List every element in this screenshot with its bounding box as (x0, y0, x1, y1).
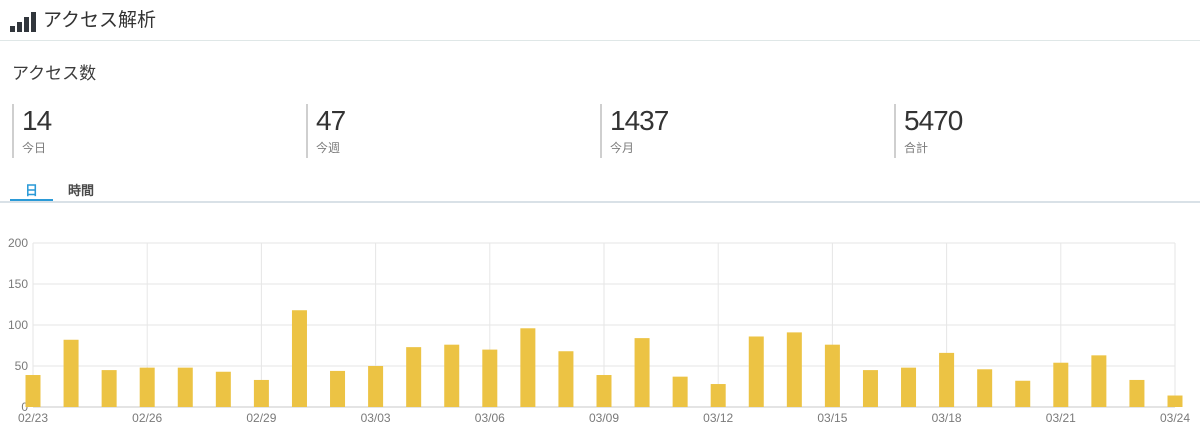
chart-bar[interactable] (748, 336, 764, 407)
stat-card: 1437 今月 (600, 104, 894, 158)
x-axis-label: 03/24 (1160, 411, 1190, 425)
tab-hour[interactable]: 時間 (68, 183, 95, 198)
tab-divider (0, 201, 1200, 203)
stats-row: 14 今日 47 今週 1437 今月 5470 合計 (12, 104, 1188, 158)
chart-bar[interactable] (406, 347, 422, 407)
stat-value: 1437 (610, 105, 669, 136)
x-axis-label: 02/29 (246, 411, 276, 425)
chart-bar[interactable] (824, 344, 840, 407)
stat-value: 14 (22, 105, 52, 136)
chart-bar[interactable] (368, 366, 384, 407)
chart-bar[interactable] (786, 332, 802, 407)
bar-chart-icon (10, 12, 36, 32)
y-axis-label: 150 (8, 277, 28, 291)
x-axis-label: 03/06 (475, 411, 505, 425)
x-axis-label: 03/15 (817, 411, 847, 425)
chart-bar[interactable] (291, 310, 307, 407)
chart-bar[interactable] (672, 376, 688, 407)
x-axis-label: 03/18 (932, 411, 962, 425)
chart-bar[interactable] (710, 384, 726, 407)
chart-bar[interactable] (482, 349, 498, 407)
stat-card: 5470 合計 (894, 104, 1188, 158)
x-axis-label: 03/09 (589, 411, 619, 425)
chart-bar[interactable] (939, 352, 955, 407)
y-axis-label: 50 (15, 359, 29, 373)
x-axis-label: 03/12 (703, 411, 733, 425)
chart-bar[interactable] (901, 367, 917, 407)
chart-bar[interactable] (1129, 379, 1145, 407)
chart-bar[interactable] (215, 371, 231, 407)
chart-bar[interactable] (1053, 362, 1069, 407)
chart-bar[interactable] (596, 375, 612, 407)
chart-bar[interactable] (63, 339, 79, 407)
chart-bar[interactable] (862, 370, 878, 407)
chart-bar[interactable] (177, 367, 193, 407)
tab-day[interactable]: 日 (10, 177, 54, 202)
access-chart: 0 50 100 150 200 02/23 02/26 02/29 03/03 03/06 03/… (0, 230, 1200, 437)
bar-chart-plot: 0 50 100 150 200 02/23 02/26 02/29 03/03 03/06 03/… (8, 236, 1190, 425)
chart-bar[interactable] (977, 369, 993, 407)
chart-bar[interactable] (139, 367, 155, 407)
chart-bar[interactable] (1015, 380, 1031, 407)
page-title: アクセス解析 (43, 10, 157, 31)
stat-label: 合計 (904, 141, 929, 155)
stat-label: 今月 (610, 141, 635, 155)
chart-bar[interactable] (634, 338, 650, 407)
chart-bar[interactable] (101, 370, 117, 407)
stat-card: 14 今日 (12, 104, 306, 158)
stat-card: 47 今週 (306, 104, 600, 158)
chart-bar[interactable] (25, 375, 41, 407)
stat-label: 今日 (22, 141, 47, 155)
chart-bar[interactable] (330, 370, 346, 407)
chart-bar[interactable] (520, 328, 536, 407)
chart-bar[interactable] (558, 351, 574, 407)
y-axis-label: 0 (21, 400, 28, 414)
stat-label: 今週 (316, 141, 341, 155)
header-divider (0, 40, 1200, 41)
tab-bar: 日時間 (10, 177, 109, 202)
stat-value: 5470 (904, 105, 963, 136)
chart-bar[interactable] (253, 379, 269, 407)
y-axis-label: 200 (8, 236, 28, 250)
chart-bar[interactable] (444, 344, 460, 407)
x-axis-label: 03/03 (361, 411, 391, 425)
stat-value: 47 (316, 105, 346, 136)
chart-bar[interactable] (1167, 395, 1183, 407)
x-axis-label: 02/26 (132, 411, 162, 425)
chart-bar[interactable] (1091, 355, 1107, 407)
y-axis-label: 100 (8, 318, 28, 332)
x-axis-label: 03/21 (1046, 411, 1076, 425)
header: アクセス解析 (10, 9, 156, 32)
x-axis-label: 02/23 (18, 411, 48, 425)
section-title: アクセス数 (12, 64, 97, 83)
